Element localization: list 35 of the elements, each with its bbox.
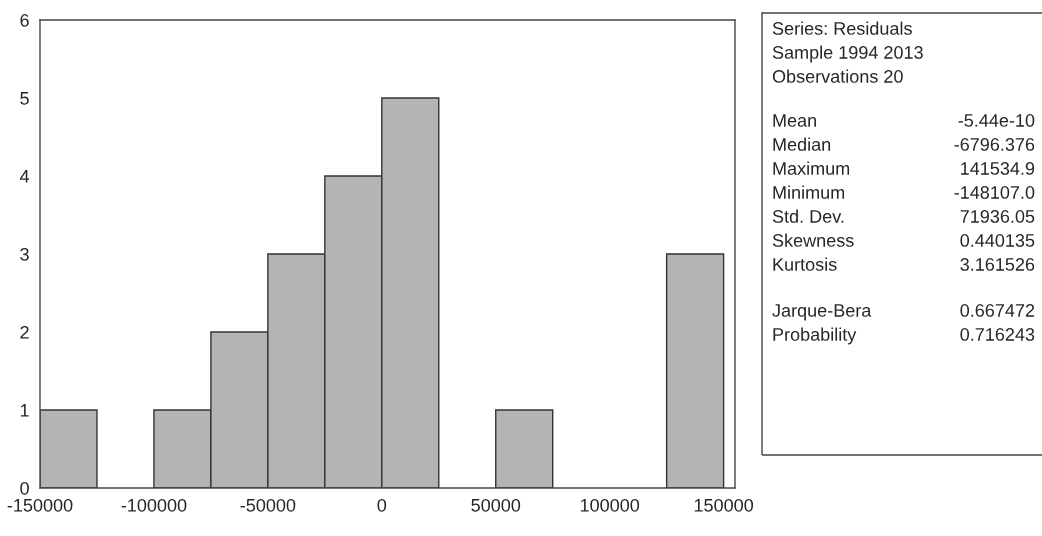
text: Std. Dev.	[772, 209, 844, 223]
text: Skewness	[772, 233, 854, 247]
text: Mean	[773, 114, 816, 127]
x-tick-label: 0	[377, 498, 387, 512]
text: Kurtosis	[773, 257, 837, 271]
y-tick-label: 3	[20, 247, 29, 261]
y-tick-label: 0	[20, 481, 29, 495]
x-tick-label: 50000	[471, 498, 521, 512]
text: Maximum	[773, 161, 850, 175]
text: 3.161526	[960, 258, 1035, 271]
x-tick-label: -100000	[121, 498, 187, 512]
text: 0.440135	[960, 234, 1035, 247]
text: Median	[773, 137, 831, 151]
y-tick-label: 1	[20, 404, 29, 417]
text: 0.667472	[960, 304, 1035, 317]
text: Observations 20	[772, 69, 903, 83]
text: -5.44e-10	[958, 114, 1035, 127]
text: Probability	[773, 327, 857, 345]
text: -148107.0	[954, 186, 1035, 199]
x-tick-label: -150000	[7, 498, 73, 512]
x-tick-label: -50000	[240, 498, 296, 512]
y-tick-label: 6	[20, 13, 29, 27]
text: 141534.9	[961, 162, 1035, 175]
text: Sample 1994 2013	[772, 45, 923, 63]
x-tick-label: 150000	[694, 498, 754, 512]
y-tick-label: 5	[20, 92, 29, 105]
text: 0.716243	[960, 328, 1035, 341]
y-tick-label: 2	[20, 325, 29, 339]
y-tick-label: 4	[19, 170, 30, 183]
text: Series: Residuals	[772, 21, 912, 35]
text: -6796.376	[954, 138, 1035, 151]
x-tick-label: 100000	[580, 498, 640, 512]
text: Minimum	[773, 185, 845, 199]
text: Jarque-Bera	[772, 304, 872, 321]
text: 71936.05	[960, 210, 1035, 223]
